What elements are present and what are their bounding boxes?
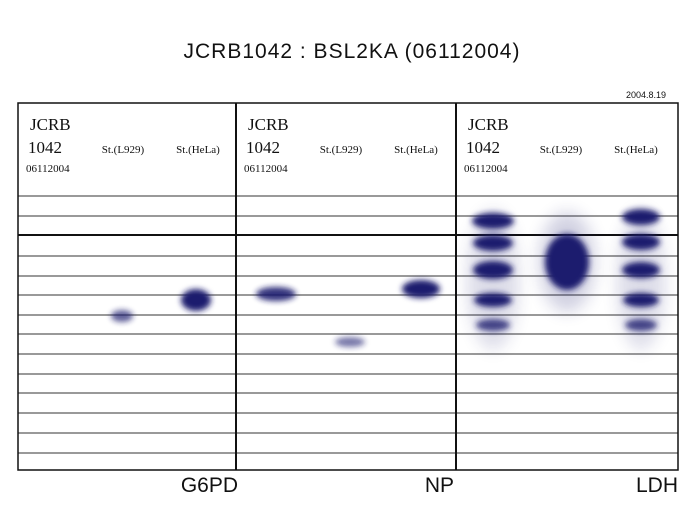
sample-lot: 06112004 bbox=[244, 163, 288, 175]
frame bbox=[17, 102, 679, 471]
band bbox=[622, 262, 660, 278]
lane-label: St.(HeLa) bbox=[176, 144, 220, 156]
sample-number: 1042 bbox=[466, 138, 500, 157]
lane-label: St.(L929) bbox=[102, 144, 145, 156]
sample-name: JCRB bbox=[30, 115, 71, 134]
band bbox=[473, 235, 513, 251]
band bbox=[473, 261, 513, 279]
band bbox=[476, 319, 510, 331]
date: 2004.8.19 bbox=[626, 90, 666, 100]
sample-number: 1042 bbox=[246, 138, 280, 157]
lane-label: St.(L929) bbox=[320, 144, 363, 156]
enzyme-label: G6PD bbox=[181, 474, 238, 497]
band bbox=[402, 280, 440, 298]
lane-label: St.(HeLa) bbox=[614, 144, 658, 156]
band bbox=[545, 234, 589, 290]
band bbox=[622, 234, 660, 250]
band bbox=[625, 319, 657, 331]
title: JCRB1042 : BSL2KA (06112004) bbox=[184, 40, 521, 63]
enzyme-label: NP bbox=[425, 474, 454, 497]
band bbox=[335, 337, 365, 347]
sample-name: JCRB bbox=[248, 115, 289, 134]
band bbox=[623, 293, 659, 307]
lane-label: St.(HeLa) bbox=[394, 144, 438, 156]
sample-number: 1042 bbox=[28, 138, 62, 157]
band bbox=[474, 293, 512, 307]
bands bbox=[111, 209, 665, 350]
band bbox=[256, 287, 296, 301]
sample-lot: 06112004 bbox=[26, 163, 70, 175]
sample-lot: 06112004 bbox=[464, 163, 508, 175]
band bbox=[622, 209, 660, 225]
sample-name: JCRB bbox=[468, 115, 509, 134]
enzyme-label: LDH bbox=[636, 474, 678, 497]
band bbox=[111, 310, 133, 322]
band bbox=[472, 213, 514, 229]
lane-label: St.(L929) bbox=[540, 144, 583, 156]
band bbox=[181, 289, 211, 311]
